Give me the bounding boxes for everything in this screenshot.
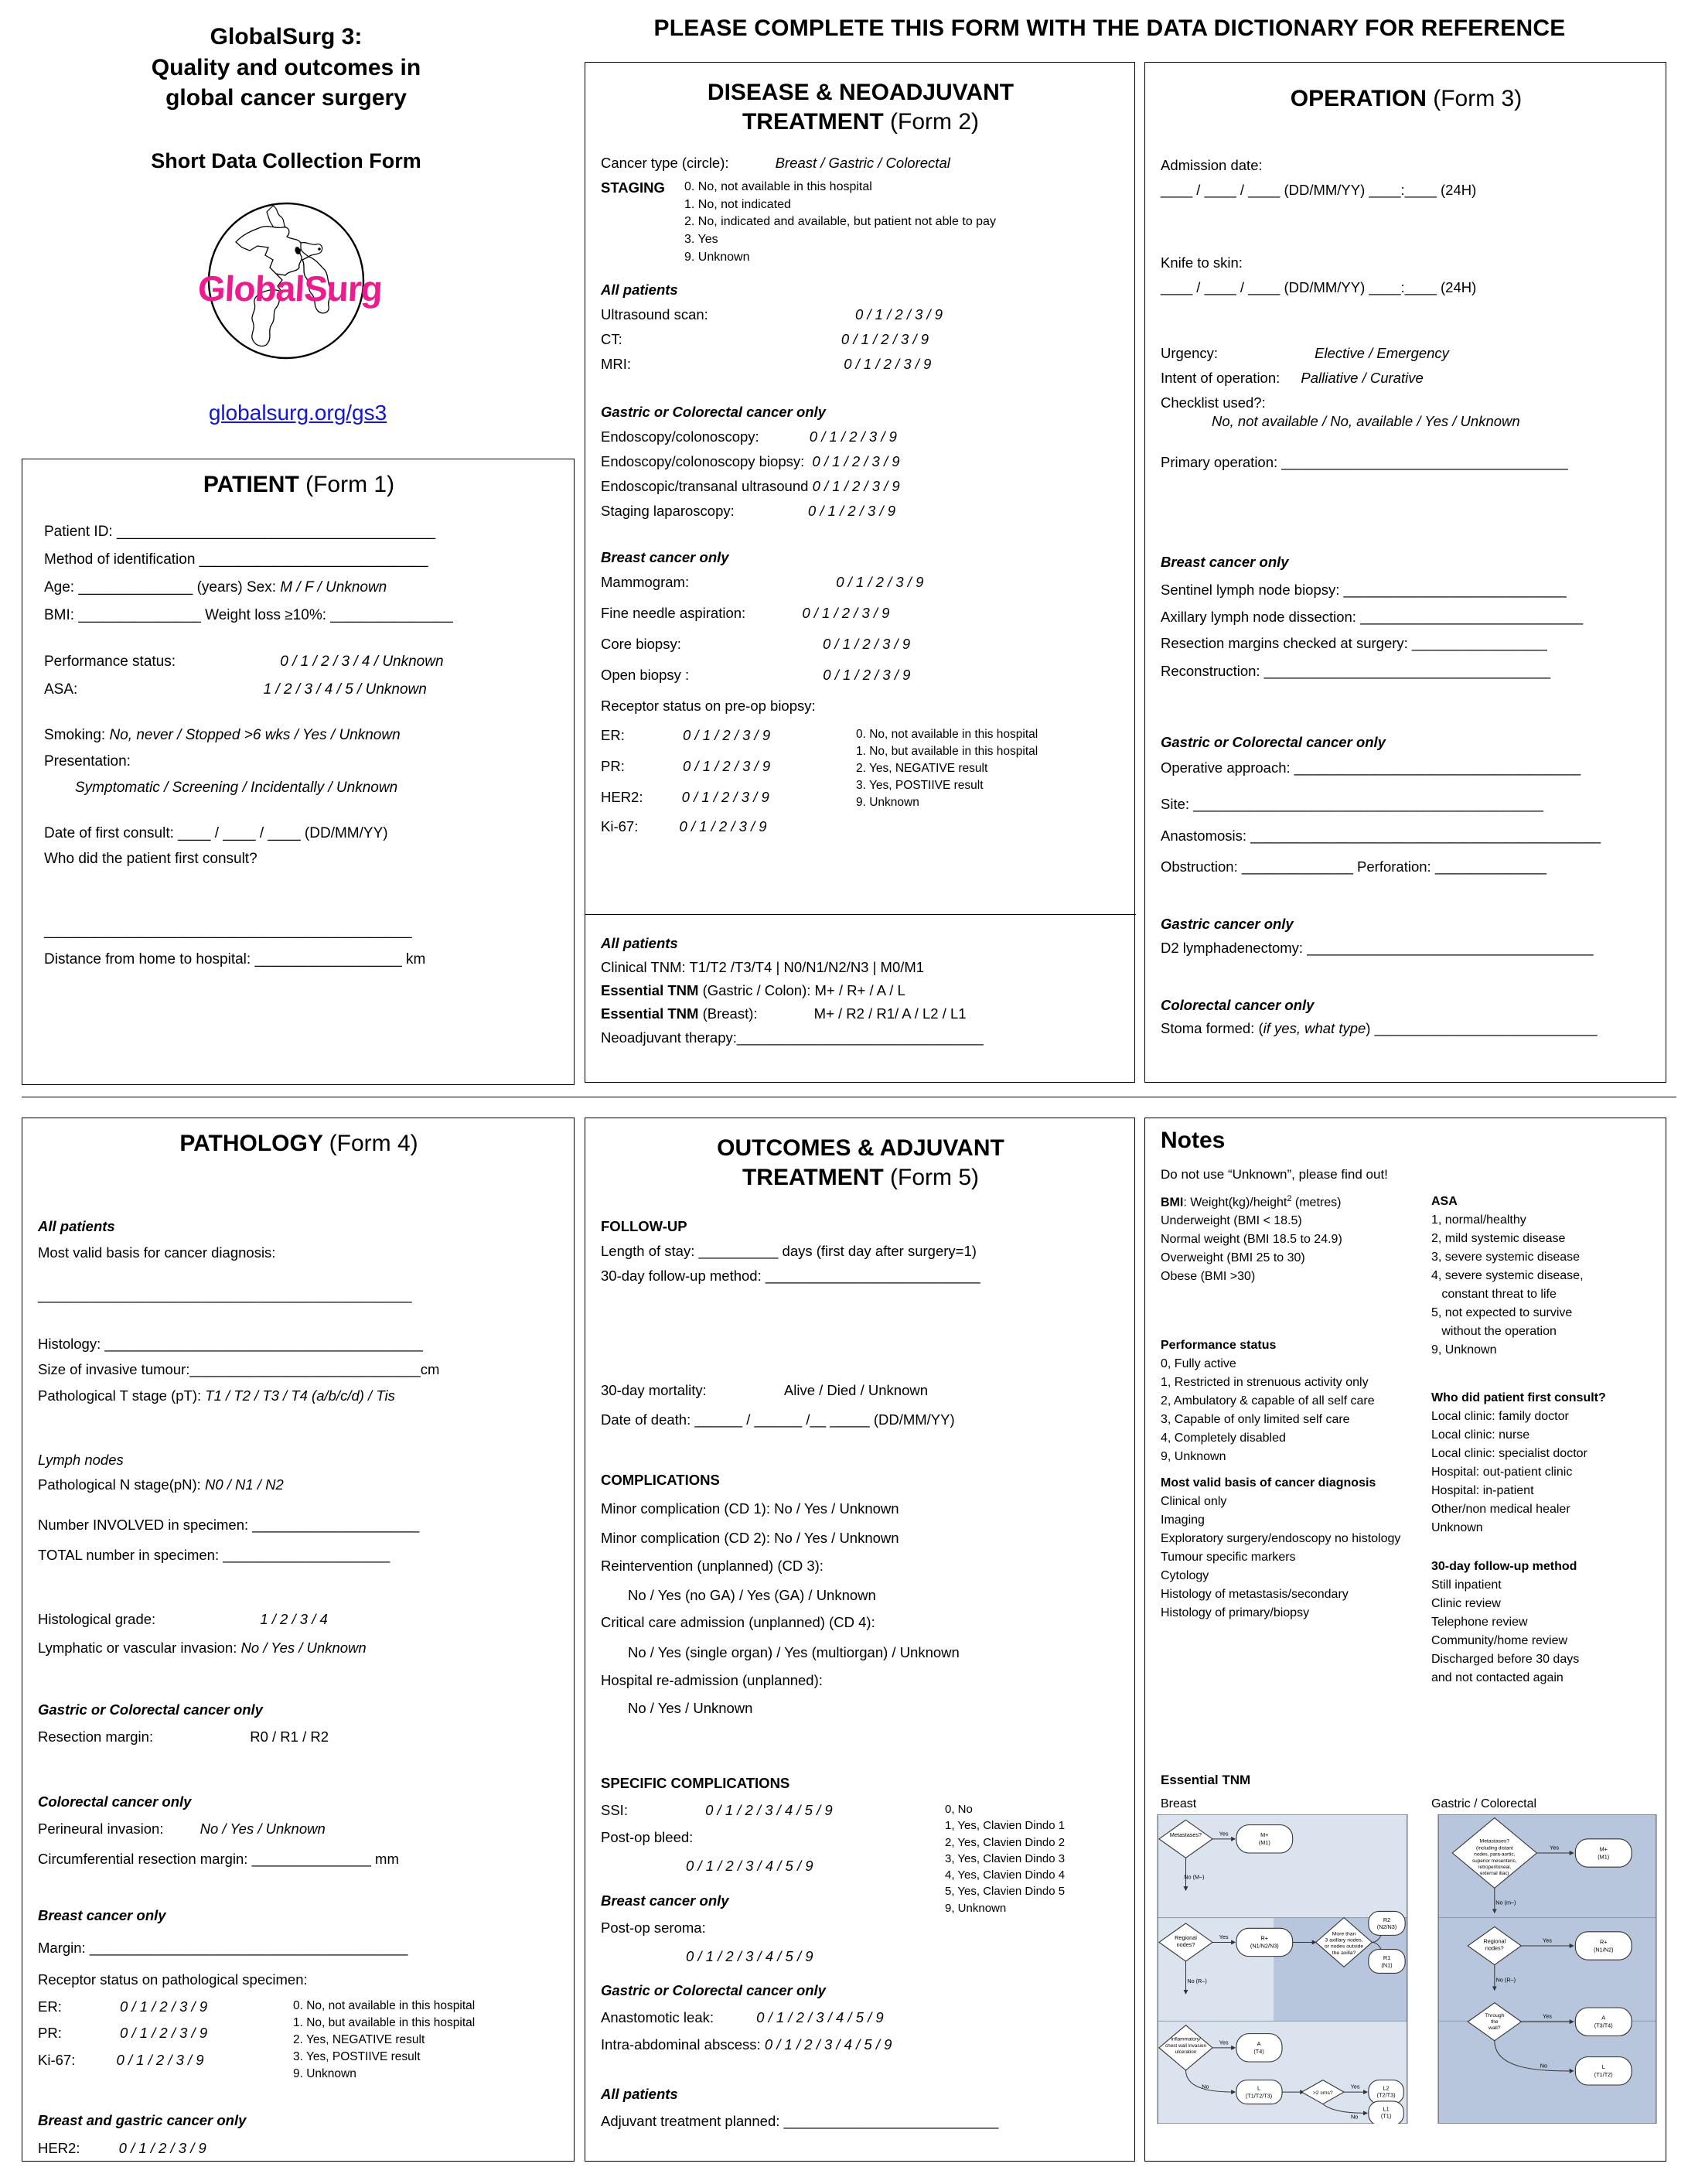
- svg-text:Regional: Regional: [1175, 1934, 1197, 1941]
- svg-text:Yes: Yes: [1219, 1830, 1229, 1837]
- svg-text:>2 cms?: >2 cms?: [1313, 2090, 1333, 2096]
- svg-text:No (M–): No (M–): [1184, 1874, 1204, 1881]
- svg-text:No: No: [1351, 2114, 1358, 2121]
- svg-text:(N2/N3): (N2/N3): [1377, 1923, 1396, 1930]
- svg-text:nodes, para-aortic,: nodes, para-aortic,: [1474, 1852, 1515, 1858]
- svg-text:or nodes outside: or nodes outside: [1325, 1944, 1363, 1950]
- svg-text:L: L: [1602, 2063, 1605, 2070]
- svg-text:L2: L2: [1383, 2084, 1390, 2091]
- svg-text:Regional: Regional: [1483, 1937, 1506, 1944]
- svg-text:(T3/T4): (T3/T4): [1594, 2022, 1613, 2029]
- svg-text:M+: M+: [1600, 1845, 1608, 1852]
- svg-text:nodes?: nodes?: [1485, 1944, 1504, 1951]
- svg-text:Metastases?: Metastases?: [1170, 1831, 1202, 1838]
- svg-text:Yes: Yes: [1543, 2013, 1552, 2020]
- svg-text:(N1): (N1): [1381, 1961, 1392, 1968]
- svg-text:external iliac): external iliac): [1480, 1871, 1509, 1876]
- svg-text:Yes: Yes: [1351, 2083, 1360, 2090]
- svg-text:No (m–): No (m–): [1495, 1899, 1516, 1906]
- svg-text:A: A: [1257, 2040, 1261, 2047]
- svg-text:(N1/N2/N3): (N1/N2/N3): [1250, 1943, 1279, 1950]
- svg-text:R2: R2: [1383, 1916, 1390, 1923]
- svg-text:L1: L1: [1383, 2106, 1390, 2113]
- svg-text:Metastases?: Metastases?: [1480, 1838, 1510, 1844]
- svg-text:chest wall invasion: chest wall invasion: [1165, 2043, 1206, 2049]
- svg-text:No: No: [1202, 2083, 1209, 2090]
- svg-text:L: L: [1257, 2084, 1260, 2091]
- svg-text:Yes: Yes: [1219, 2039, 1229, 2046]
- svg-text:nodes?: nodes?: [1177, 1941, 1195, 1948]
- svg-text:No: No: [1540, 2062, 1547, 2069]
- svg-text:(T1/T2): (T1/T2): [1594, 2071, 1613, 2078]
- svg-text:(M1): (M1): [1598, 1853, 1609, 1860]
- svg-text:A: A: [1601, 2014, 1605, 2021]
- svg-text:Yes: Yes: [1219, 1933, 1229, 1940]
- svg-text:(T1/T2/T3): (T1/T2/T3): [1246, 2092, 1272, 2099]
- svg-text:M+: M+: [1260, 1831, 1268, 1838]
- svg-text:(T2/T3): (T2/T3): [1377, 2091, 1396, 2098]
- svg-text:3 axillary nodes,: 3 axillary nodes,: [1325, 1938, 1362, 1943]
- svg-text:R1: R1: [1383, 1954, 1390, 1961]
- svg-text:Yes: Yes: [1543, 1937, 1552, 1943]
- svg-text:No (R–): No (R–): [1187, 1978, 1206, 1984]
- svg-text:retroperitoneal,: retroperitoneal,: [1478, 1865, 1511, 1870]
- svg-text:ulceration: ulceration: [1175, 2049, 1197, 2055]
- svg-text:superior mesenteric,: superior mesenteric,: [1472, 1858, 1517, 1864]
- svg-text:(T1): (T1): [1381, 2113, 1391, 2120]
- svg-text:(M1): (M1): [1259, 1839, 1270, 1846]
- svg-text:wall?: wall?: [1488, 2025, 1501, 2031]
- svg-text:No (R–): No (R–): [1496, 1976, 1516, 1983]
- svg-text:(including distant: (including distant: [1476, 1845, 1513, 1851]
- svg-text:the axilla?: the axilla?: [1332, 1950, 1356, 1956]
- svg-text:R+: R+: [1600, 1938, 1608, 1945]
- svg-text:Yes: Yes: [1550, 1844, 1559, 1851]
- svg-text:Inflammatory/: Inflammatory/: [1171, 2037, 1201, 2042]
- svg-text:the: the: [1491, 2019, 1499, 2025]
- svg-text:R+: R+: [1261, 1935, 1269, 1942]
- svg-text:(N1/N2): (N1/N2): [1594, 1946, 1613, 1953]
- svg-text:More than: More than: [1332, 1931, 1356, 1937]
- svg-text:(T4): (T4): [1253, 2048, 1263, 2055]
- svg-text:Through: Through: [1485, 2013, 1505, 2018]
